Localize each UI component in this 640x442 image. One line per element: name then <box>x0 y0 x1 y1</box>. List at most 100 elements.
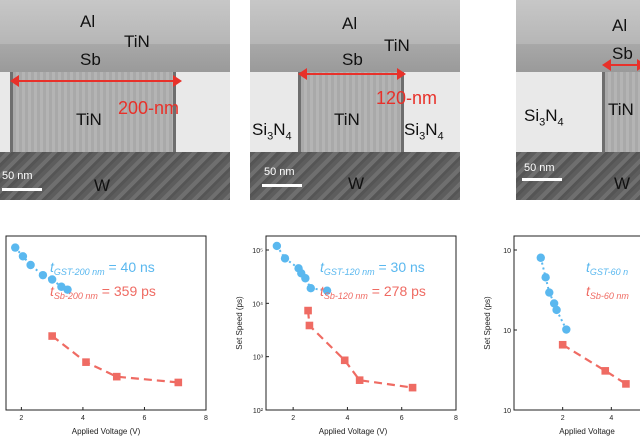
data-point-gst <box>322 286 332 295</box>
tin-plug <box>10 72 176 154</box>
label-si3n4-right: Si3N4 <box>404 120 444 143</box>
y-axis-label: Set Speed (ps) <box>235 296 244 350</box>
data-point-sb <box>304 306 312 315</box>
tin-plug <box>602 72 640 154</box>
data-point-sb <box>408 383 417 392</box>
label-al: Al <box>80 12 96 31</box>
data-point-gst <box>272 241 282 251</box>
x-tick-label: 6 <box>143 415 147 422</box>
legend-gst: tGST-120 nm = 30 ns <box>320 259 425 277</box>
data-point-sb <box>558 340 567 349</box>
data-point-sb <box>82 358 90 366</box>
y-tick-label: 10 <box>503 328 511 335</box>
label-al: Al <box>342 14 358 33</box>
scale-bar <box>262 184 302 187</box>
label-al: Al <box>612 16 628 35</box>
tem-image-60nm: Al Sb Si3N4 TiN 50 nm W <box>516 0 640 200</box>
data-point-sb <box>305 321 314 330</box>
width-arrow <box>602 59 640 71</box>
label-tin-plug: TiN <box>76 110 102 129</box>
w-layer <box>516 152 640 200</box>
data-point-gst <box>552 305 561 315</box>
x-tick-label: 8 <box>454 415 458 422</box>
tem-image-120nm: Al TiN Sb 120-nm Si3N4 TiN Si3N4 50 nm W <box>250 0 460 200</box>
data-point-sb <box>174 378 183 387</box>
data-point-gst <box>38 270 48 280</box>
label-si3n4: Si3N4 <box>524 106 564 129</box>
plot-frame <box>265 235 457 411</box>
label-sb: Sb <box>612 44 633 63</box>
x-axis-label: Applied Voltage (V) <box>319 427 388 436</box>
data-point-sb <box>601 367 610 375</box>
legend-sb: tSb-200 nm = 359 ps <box>50 283 156 301</box>
chart-60nm: 2 4 Applied Voltage 10 10 10 Set Speed (ps) tGS… <box>483 235 640 436</box>
x-tick-label: 2 <box>561 415 565 422</box>
y-axis-label: Set Speed (ps) <box>483 296 492 350</box>
x-tick-label: 2 <box>19 415 23 422</box>
data-point-sb <box>112 372 121 381</box>
label-si3n4-left: Si3N4 <box>252 120 292 143</box>
x-tick-label: 6 <box>400 415 404 422</box>
data-point-gst <box>63 285 72 294</box>
data-point-gst <box>47 275 57 284</box>
y-tick-label: 10⁴ <box>252 301 263 308</box>
data-point-gst <box>549 299 559 308</box>
series-line-sb <box>307 310 413 389</box>
label-tin-plug: TiN <box>334 110 360 129</box>
label-w: W <box>614 174 631 193</box>
chart-200nm: 2 4 6 8 Applied Voltage (V) tGST-200 nm = 40 … <box>5 235 208 436</box>
label-tin-top: TiN <box>384 36 410 55</box>
data-point-sb <box>340 356 349 365</box>
label-width: 120-nm <box>376 88 438 108</box>
x-axis-label: Applied Voltage (V) <box>72 427 141 436</box>
legend-gst: tGST-60 n <box>586 259 628 277</box>
series-line-gst <box>539 257 568 330</box>
data-point-sb <box>622 380 630 388</box>
series-line-sb <box>51 335 179 384</box>
legend-gst: tGST-200 nm = 40 ns <box>50 259 155 277</box>
data-point-gst <box>11 243 20 252</box>
tin-plug <box>298 72 404 154</box>
x-tick-label: 8 <box>204 415 208 422</box>
al-layer <box>0 0 230 44</box>
x-tick-label: 4 <box>609 415 613 422</box>
tin-sb-layer <box>250 44 460 72</box>
x-tick-label: 2 <box>291 415 295 422</box>
y-tick-label: 10 <box>503 248 511 255</box>
data-point-sb <box>48 332 56 340</box>
x-axis-label: Applied Voltage <box>559 427 615 436</box>
x-tick-label: 4 <box>345 415 349 422</box>
tem-image-200nm: Al TiN Sb 200-nm TiN 50 nm W <box>0 0 230 200</box>
label-sb: Sb <box>342 50 363 69</box>
data-point-gst <box>536 253 545 262</box>
chart-120nm: 2 4 6 8 Applied Voltage (V) 10⁵ 10⁴ 10³ 10² Set S… <box>235 235 458 436</box>
data-point-gst <box>545 288 554 297</box>
label-w: W <box>94 176 111 195</box>
label-width: 200-nm <box>118 98 180 118</box>
y-tick-label: 10² <box>253 408 264 415</box>
scale-label: 50 nm <box>264 166 295 178</box>
tin-sb-layer <box>0 44 230 72</box>
w-layer <box>0 152 230 200</box>
data-point-gst <box>562 325 571 334</box>
data-point-gst <box>541 273 550 282</box>
y-tick-label: 10³ <box>253 355 264 362</box>
w-layer <box>250 152 460 200</box>
y-tick-label: 10⁵ <box>252 248 263 255</box>
label-tin-plug: TiN <box>608 100 634 119</box>
y-tick-label: 10 <box>503 408 511 415</box>
scale-bar <box>522 178 562 181</box>
plot-frame <box>513 235 640 411</box>
series-line-sb <box>562 343 627 385</box>
data-point-gst <box>26 260 35 270</box>
width-arrow <box>298 68 406 80</box>
data-point-sb <box>355 376 364 384</box>
scale-label: 50 nm <box>2 170 33 182</box>
tin-sb-layer <box>516 44 640 72</box>
al-layer <box>250 0 460 44</box>
x-tick-label: 4 <box>81 415 85 422</box>
width-arrow <box>10 75 182 87</box>
data-point-gst <box>306 284 315 293</box>
legend-sb: tSb-60 nm <box>586 283 629 301</box>
data-point-gst <box>301 274 310 283</box>
